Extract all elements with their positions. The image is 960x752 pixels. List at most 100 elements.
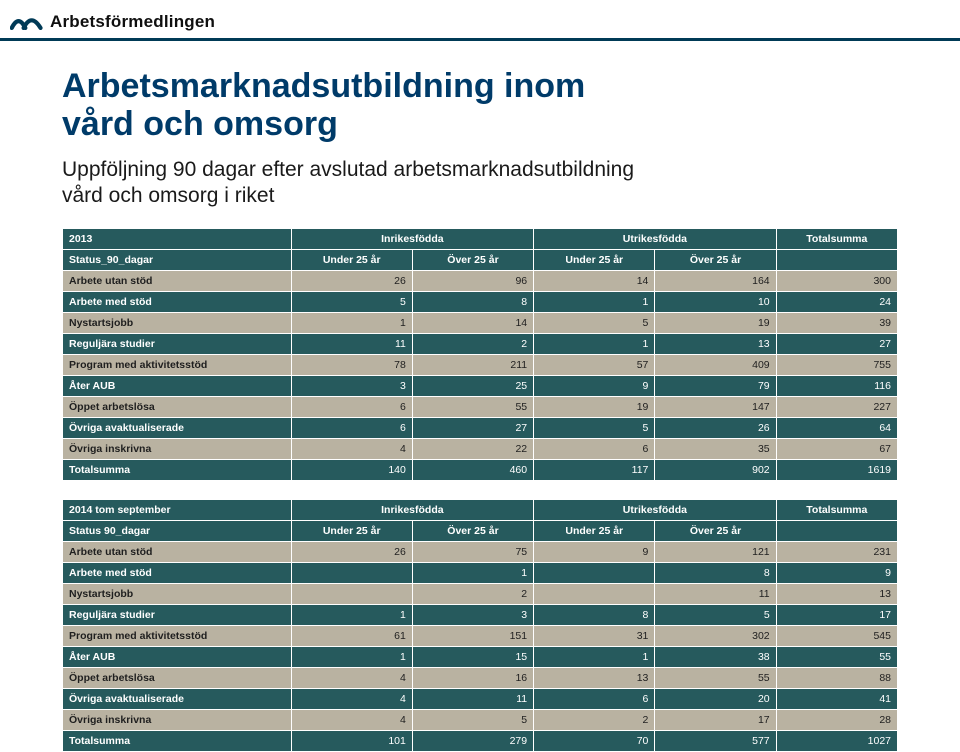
cell-value: 5 <box>412 709 533 730</box>
cell-value: 1 <box>291 312 412 333</box>
cell-value: 17 <box>655 709 776 730</box>
cell-value: 8 <box>655 562 776 583</box>
cell-value: 231 <box>776 541 897 562</box>
cell-value: 5 <box>534 417 655 438</box>
cell-value: 4 <box>291 667 412 688</box>
row-label: Arbete utan stöd <box>63 270 292 291</box>
cell-value: 55 <box>776 646 897 667</box>
table-row: Arbete utan stöd26759121231 <box>63 541 898 562</box>
cell-value: 4 <box>291 438 412 459</box>
cell-value: 1 <box>534 333 655 354</box>
table-row: Övriga avaktualiserade41162041 <box>63 688 898 709</box>
cell-value: 1 <box>534 291 655 312</box>
cell-value: 117 <box>534 459 655 480</box>
cell-value <box>534 583 655 604</box>
cell-value: 300 <box>776 270 897 291</box>
table-row: Åter AUB11513855 <box>63 646 898 667</box>
cell-value: 5 <box>655 604 776 625</box>
cell-value: 24 <box>776 291 897 312</box>
slide-content: Arbetsmarknadsutbildning inom vård och o… <box>0 41 960 752</box>
cell-value: 55 <box>412 396 533 417</box>
cell-value: 2 <box>412 583 533 604</box>
cell-value: 13 <box>655 333 776 354</box>
group-header: Totalsumma <box>776 499 897 520</box>
table-row: Öppet arbetslösa65519147227 <box>63 396 898 417</box>
subtitle-line-1: Uppföljning 90 dagar efter avslutad arbe… <box>62 158 634 181</box>
cell-value <box>534 562 655 583</box>
cell-value <box>291 562 412 583</box>
tables-container: 2013InrikesföddaUtrikesföddaTotalsummaSt… <box>62 228 898 752</box>
table-row: Övriga avaktualiserade62752664 <box>63 417 898 438</box>
cell-value: 55 <box>655 667 776 688</box>
group-header: Utrikesfödda <box>534 228 777 249</box>
table-row: Arbete med stöd5811024 <box>63 291 898 312</box>
cell-value: 140 <box>291 459 412 480</box>
cell-value: 38 <box>655 646 776 667</box>
cell-value: 28 <box>776 709 897 730</box>
group-header: Totalsumma <box>776 228 897 249</box>
cell-value: 902 <box>655 459 776 480</box>
table-row: Arbete med stöd189 <box>63 562 898 583</box>
row-label: Totalsumma <box>63 459 292 480</box>
cell-value: 8 <box>534 604 655 625</box>
row-label: Arbete utan stöd <box>63 541 292 562</box>
cell-value: 101 <box>291 730 412 751</box>
cell-value: 26 <box>291 270 412 291</box>
sub-header: Under 25 år <box>291 249 412 270</box>
cell-value: 67 <box>776 438 897 459</box>
row-label: Övriga avaktualiserade <box>63 417 292 438</box>
cell-value: 116 <box>776 375 897 396</box>
cell-value: 22 <box>412 438 533 459</box>
cell-value: 14 <box>534 270 655 291</box>
cell-value: 1 <box>534 646 655 667</box>
sub-header: Under 25 år <box>534 249 655 270</box>
data-table: 2013InrikesföddaUtrikesföddaTotalsummaSt… <box>62 228 898 481</box>
cell-value: 164 <box>655 270 776 291</box>
cell-value: 147 <box>655 396 776 417</box>
sub-header-blank <box>776 249 897 270</box>
cell-value: 11 <box>412 688 533 709</box>
brand-logo-icon <box>10 11 44 33</box>
page-title: Arbetsmarknadsutbildning inom vård och o… <box>62 67 898 143</box>
cell-value: 755 <box>776 354 897 375</box>
cell-value: 1 <box>291 646 412 667</box>
cell-value: 151 <box>412 625 533 646</box>
sub-header: Över 25 år <box>655 520 776 541</box>
cell-value: 16 <box>412 667 533 688</box>
cell-value: 20 <box>655 688 776 709</box>
cell-value: 2 <box>412 333 533 354</box>
table-row: Program med aktivitetsstöd7821157409755 <box>63 354 898 375</box>
cell-value: 9 <box>534 375 655 396</box>
row-label: Arbete med stöd <box>63 562 292 583</box>
cell-value: 577 <box>655 730 776 751</box>
cell-value: 96 <box>412 270 533 291</box>
table-row: Åter AUB325979116 <box>63 375 898 396</box>
cell-value: 57 <box>534 354 655 375</box>
cell-value: 27 <box>776 333 897 354</box>
table-row: Totalsumma1404601179021619 <box>63 459 898 480</box>
title-line-2: vård och omsorg <box>62 105 338 143</box>
table-row: Reguljära studier11211327 <box>63 333 898 354</box>
cell-value: 227 <box>776 396 897 417</box>
sub-header: Över 25 år <box>412 520 533 541</box>
cell-value: 4 <box>291 688 412 709</box>
sub-header: Över 25 år <box>412 249 533 270</box>
cell-value: 13 <box>534 667 655 688</box>
cell-value: 6 <box>534 688 655 709</box>
row-label: Reguljära studier <box>63 604 292 625</box>
row-label: Program med aktivitetsstöd <box>63 354 292 375</box>
sub-header: Under 25 år <box>291 520 412 541</box>
cell-value: 11 <box>291 333 412 354</box>
cell-value: 6 <box>291 396 412 417</box>
brand-header: Arbetsförmedlingen <box>0 0 960 41</box>
row-label: Program med aktivitetsstöd <box>63 625 292 646</box>
cell-value: 409 <box>655 354 776 375</box>
cell-value: 460 <box>412 459 533 480</box>
cell-value: 26 <box>291 541 412 562</box>
cell-value: 88 <box>776 667 897 688</box>
year-cell: 2014 tom september <box>63 499 292 520</box>
cell-value: 11 <box>655 583 776 604</box>
cell-value: 5 <box>291 291 412 312</box>
row-label: Åter AUB <box>63 375 292 396</box>
row-header-label: Status_90_dagar <box>63 249 292 270</box>
